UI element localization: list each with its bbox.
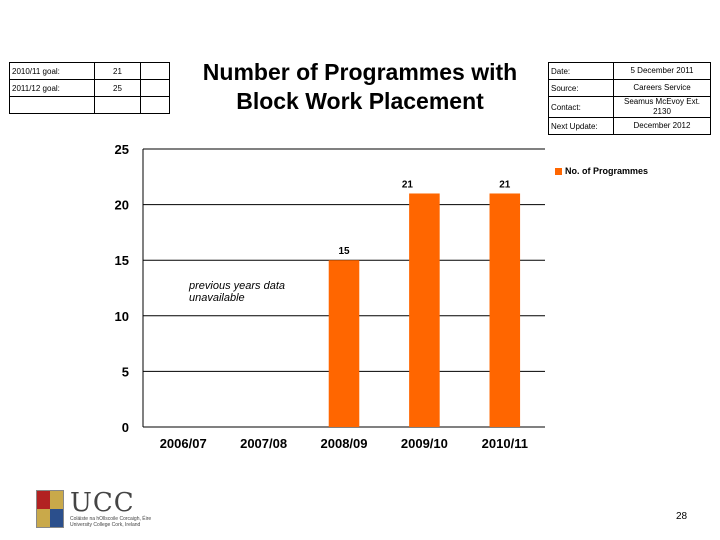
page-number: 28 bbox=[676, 511, 688, 522]
legend-label: No. of Programmes bbox=[565, 166, 649, 176]
bar bbox=[409, 193, 440, 427]
meta-row: Date: 5 December 2011 bbox=[548, 62, 711, 80]
annotation: previous years data unavailable bbox=[189, 280, 285, 304]
bar bbox=[328, 260, 360, 427]
goal-empty-cell bbox=[8, 96, 96, 114]
crest-icon bbox=[36, 490, 64, 528]
data-label: 15 bbox=[338, 246, 350, 257]
x-tick-label: 2007/08 bbox=[240, 436, 287, 451]
legend-swatch bbox=[555, 167, 562, 175]
data-label: 21 bbox=[499, 179, 511, 190]
x-tick-label: 2006/07 bbox=[160, 436, 207, 451]
page-title: Number of Programmes with Block Work Pla… bbox=[202, 59, 518, 114]
y-tick-label: 10 bbox=[115, 309, 129, 324]
y-tick-label: 15 bbox=[115, 253, 129, 268]
bars bbox=[328, 193, 521, 427]
goal-empty-cell bbox=[139, 96, 171, 114]
logo-subtitle: Coláiste na hOllscoile Corcaigh, Éire bbox=[70, 516, 152, 522]
goals-table: 2010/11 goal: 21 2011/12 goal: 25 bbox=[8, 62, 171, 114]
y-tick-label: 20 bbox=[115, 198, 129, 213]
logo-subtitle: University College Cork, Ireland bbox=[70, 522, 141, 528]
meta-row: Source: Careers Service bbox=[548, 79, 711, 97]
y-tick-label: 25 bbox=[115, 142, 129, 157]
x-tick-label: 2009/10 bbox=[401, 436, 448, 451]
data-labels: 15 21 21 bbox=[338, 179, 510, 257]
next-update-value: December 2012 bbox=[613, 117, 711, 135]
meta-table: Date: 5 December 2011 Source: Careers Se… bbox=[548, 62, 711, 135]
logo-text: UCC bbox=[70, 488, 135, 518]
x-tick-label: 2010/11 bbox=[482, 436, 528, 451]
x-tick-label: 2008/09 bbox=[321, 436, 368, 451]
logo-wordmark: UCC Coláiste na hOllscoile Corcaigh, Éir… bbox=[70, 490, 151, 528]
bar bbox=[489, 193, 521, 427]
next-update-label: Next Update: bbox=[548, 117, 614, 135]
goal-row: 2010/11 goal: 21 bbox=[8, 62, 171, 80]
y-tick-label: 5 bbox=[122, 364, 129, 379]
meta-row: Contact: Seamus McEvoy Ext. 2130 bbox=[548, 96, 711, 118]
legend: No. of Programmes bbox=[555, 166, 648, 176]
ucc-logo: UCC Coláiste na hOllscoile Corcaigh, Éir… bbox=[36, 490, 151, 528]
goal-row-empty bbox=[8, 96, 171, 114]
y-tick-label: 0 bbox=[122, 420, 129, 435]
data-label: 21 bbox=[402, 179, 414, 190]
x-axis-ticks: 2006/07 2007/08 2008/09 2009/10 2010/11 bbox=[160, 436, 528, 451]
y-axis-ticks: 0 5 10 15 20 25 bbox=[115, 142, 129, 435]
meta-row: Next Update: December 2012 bbox=[548, 117, 711, 135]
